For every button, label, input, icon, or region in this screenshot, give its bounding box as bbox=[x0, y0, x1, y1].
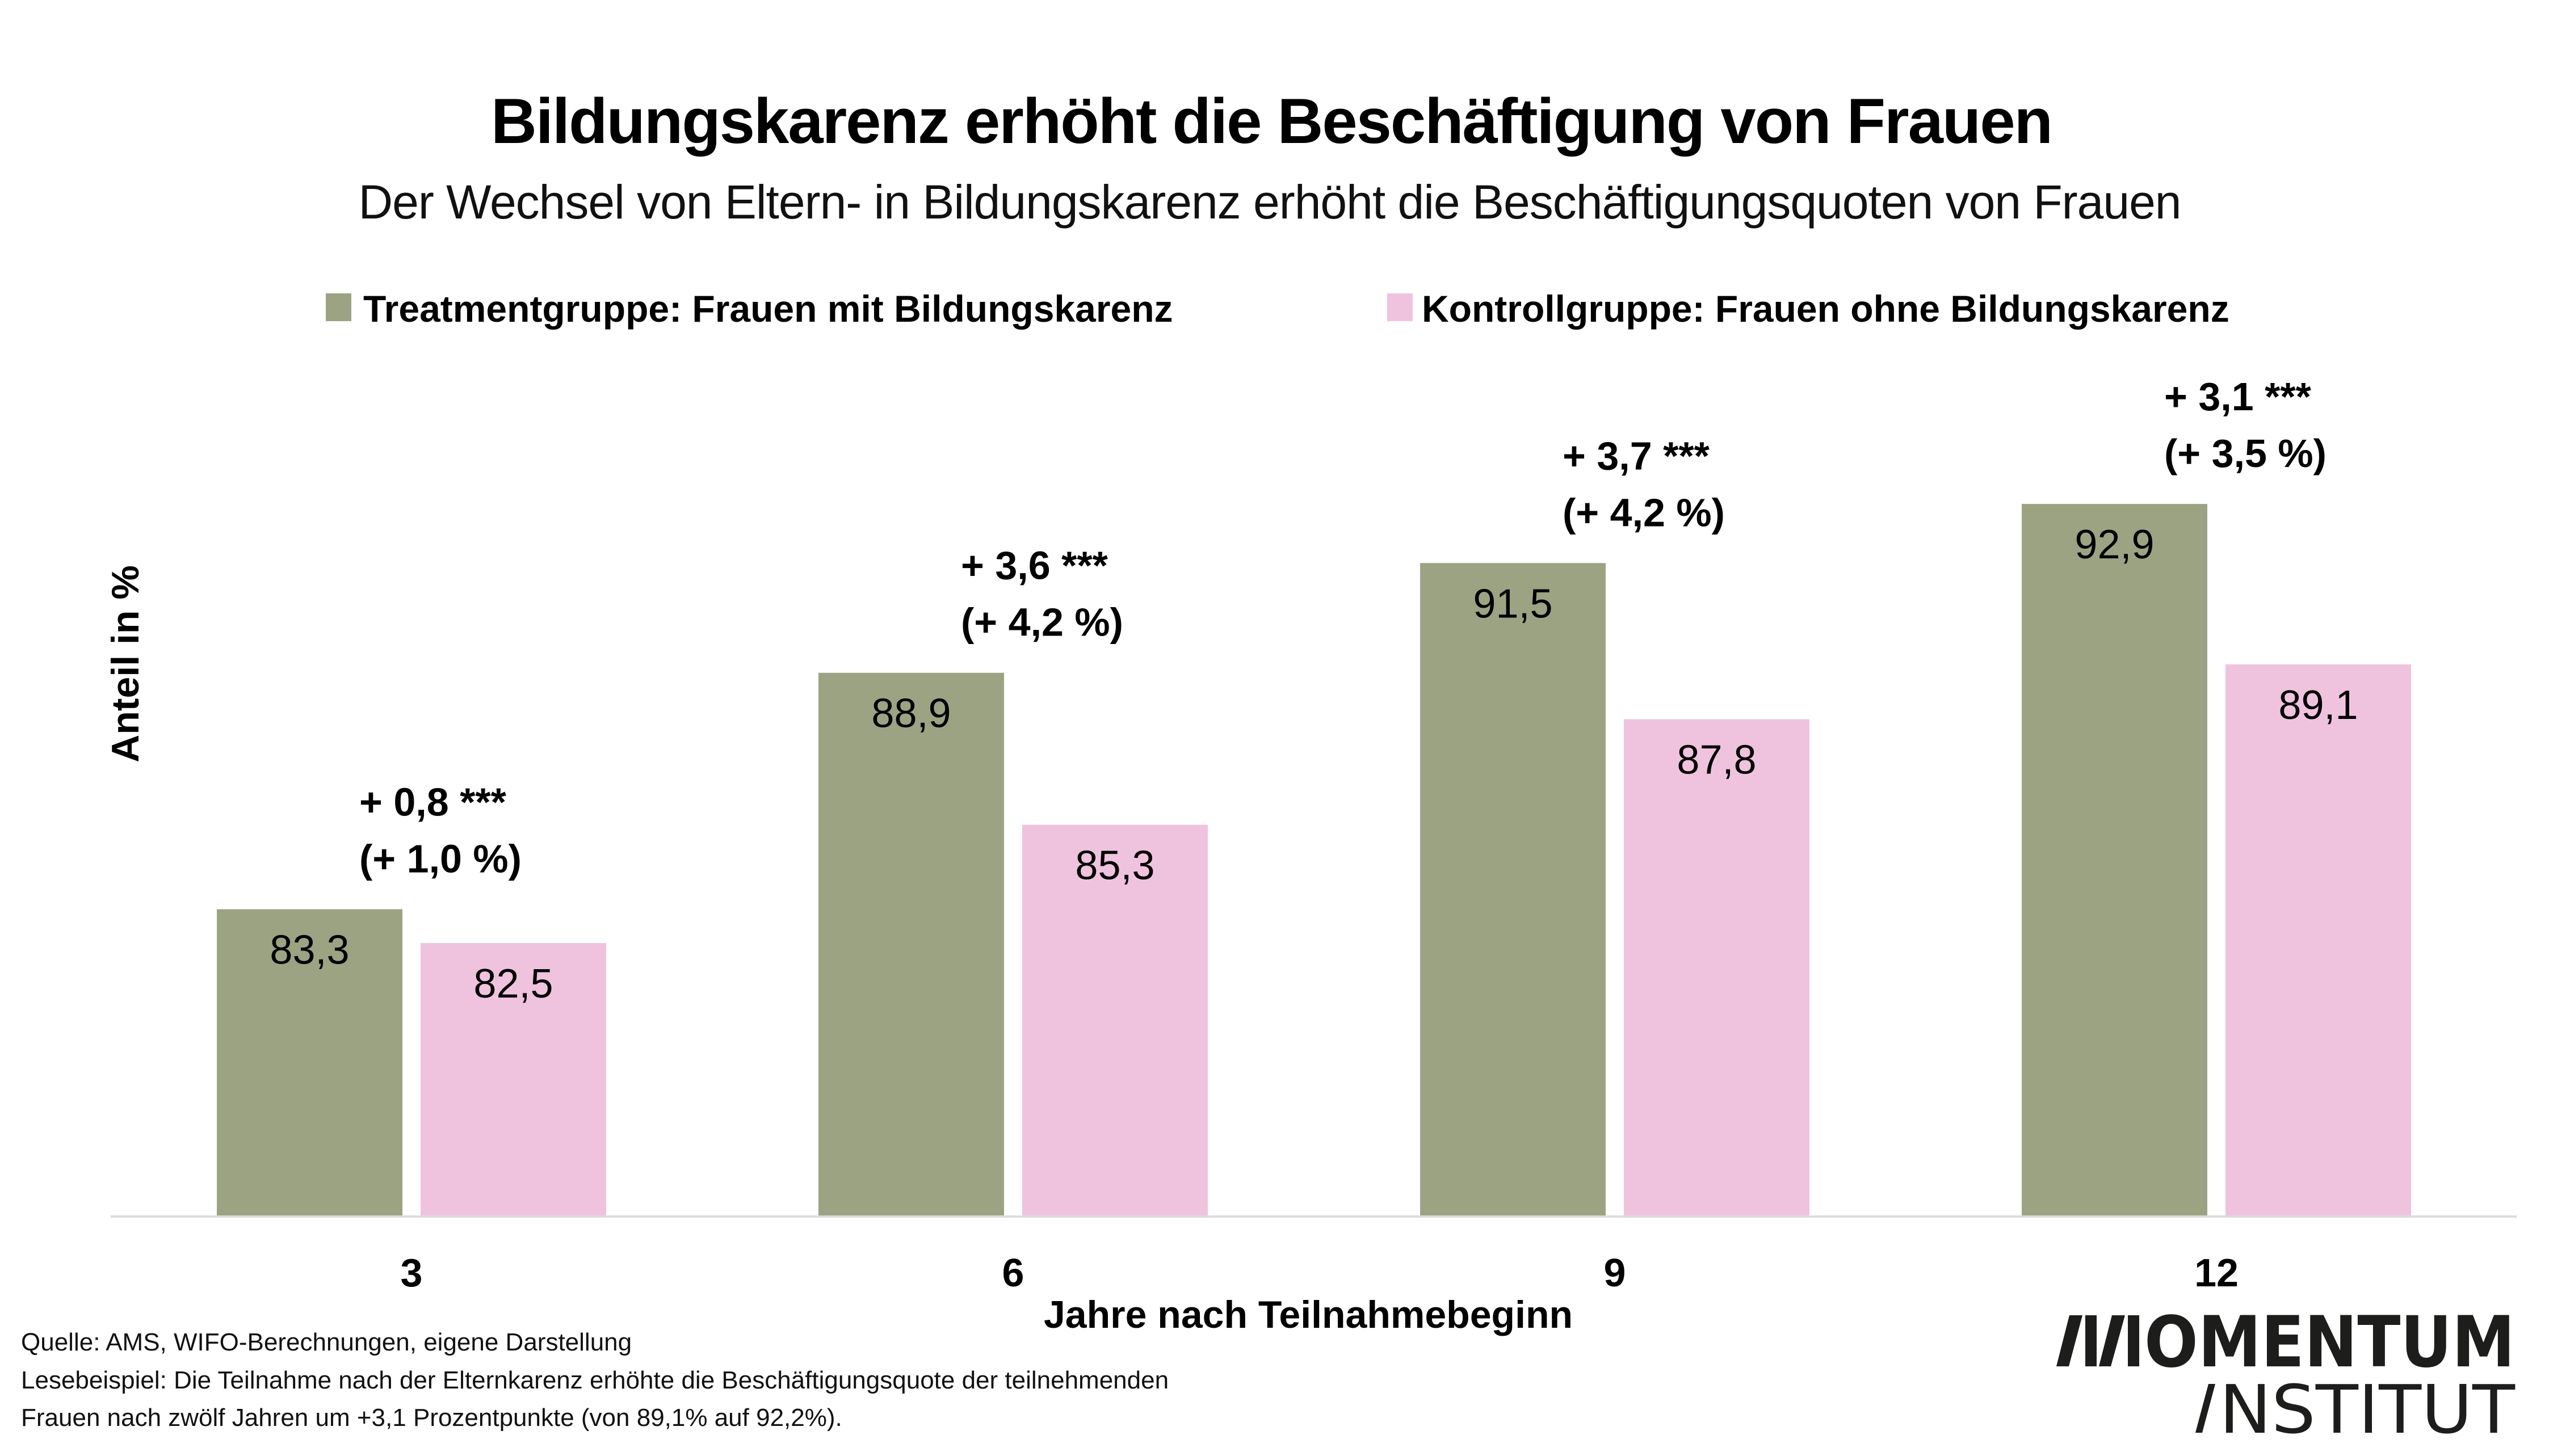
logo-text-line-1: OMENTUM bbox=[2144, 1302, 2515, 1383]
bar-control-12 bbox=[2225, 664, 2411, 1217]
bar-label-treatment-3: 83,3 bbox=[270, 927, 349, 973]
annotation-relative-12: (+ 3,5 %) bbox=[2164, 431, 2327, 475]
bar-label-control-12: 89,1 bbox=[2278, 683, 2358, 728]
x-tick-label-3: 3 bbox=[401, 1251, 423, 1295]
annotation-relative-6: (+ 4,2 %) bbox=[961, 600, 1123, 645]
legend-item-treatment: Treatmentgruppe: Frauen mit Bildungskare… bbox=[326, 288, 1173, 330]
x-tick-label-9: 9 bbox=[1604, 1251, 1626, 1295]
logo-bar-2 bbox=[2128, 1315, 2139, 1366]
logo-bar-1 bbox=[2085, 1315, 2097, 1366]
logo-text-line-2: NSTITUT bbox=[2219, 1370, 2516, 1449]
logo-slash-2 bbox=[2099, 1315, 2125, 1366]
legend-item-control: Kontrollgruppe: Frauen ohne Bildungskare… bbox=[1387, 288, 2229, 330]
bar-treatment-6 bbox=[818, 672, 1004, 1217]
legend-swatch-treatment bbox=[326, 293, 351, 321]
plot-area: 83,3 82,5 3 + 0,8 *** (+ 1,0 %) 88,9 85,3 6 + 3,… bbox=[217, 374, 2411, 1295]
bar-label-treatment-6: 88,9 bbox=[871, 691, 951, 737]
annotation-difference-12: + 3,1 *** bbox=[2164, 374, 2312, 419]
bar-label-treatment-12: 92,9 bbox=[2075, 522, 2154, 567]
bar-label-control-3: 82,5 bbox=[473, 961, 553, 1007]
annotation-difference-6: + 3,6 *** bbox=[961, 544, 1108, 588]
bar-control-6 bbox=[1022, 824, 1208, 1217]
bar-treatment-9 bbox=[1420, 563, 1606, 1217]
logo-slash-3 bbox=[2195, 1384, 2215, 1433]
legend-label-control: Kontrollgruppe: Frauen ohne Bildungskare… bbox=[1422, 288, 2229, 330]
legend-swatch-control bbox=[1387, 293, 1413, 321]
chart-title: Bildungskarenz erhöht die Beschäftigung … bbox=[491, 86, 2052, 157]
x-tick-label-12: 12 bbox=[2194, 1251, 2239, 1295]
legend: Treatmentgruppe: Frauen mit Bildungskare… bbox=[326, 288, 2229, 330]
reading-example-line-1: Lesebeispiel: Die Teilnahme nach der Elt… bbox=[21, 1366, 1169, 1394]
bar-label-control-9: 87,8 bbox=[1677, 738, 1756, 783]
bar-control-9 bbox=[1624, 719, 1809, 1217]
bar-label-treatment-9: 91,5 bbox=[1473, 581, 1552, 626]
bar-treatment-3 bbox=[217, 909, 402, 1217]
bar-label-control-6: 85,3 bbox=[1075, 843, 1154, 889]
bar-control-3 bbox=[421, 942, 606, 1217]
x-tick-label-6: 6 bbox=[1002, 1251, 1024, 1295]
annotation-relative-9: (+ 4,2 %) bbox=[1563, 490, 1725, 535]
annotation-difference-3: + 0,8 *** bbox=[359, 780, 507, 824]
reading-example-line-2: Frauen nach zwölf Jahren um +3,1 Prozent… bbox=[21, 1404, 842, 1432]
bar-treatment-12 bbox=[2022, 504, 2207, 1217]
x-axis-title: Jahre nach Teilnahmebeginn bbox=[1044, 1293, 1573, 1336]
footer-notes: Quelle: AMS, WIFO-Berechnungen, eigene D… bbox=[21, 1328, 1169, 1432]
source-note: Quelle: AMS, WIFO-Berechnungen, eigene D… bbox=[21, 1328, 632, 1356]
chart-subtitle: Der Wechsel von Eltern- in Bildungskaren… bbox=[358, 175, 2181, 229]
annotation-difference-9: + 3,7 *** bbox=[1563, 434, 1710, 478]
x-axis-baseline bbox=[111, 1215, 2517, 1218]
legend-label-treatment: Treatmentgruppe: Frauen mit Bildungskare… bbox=[363, 288, 1173, 330]
logo-slash-1 bbox=[2056, 1315, 2082, 1366]
annotation-relative-3: (+ 1,0 %) bbox=[359, 836, 522, 881]
momentum-institut-logo: OMENTUM NSTITUT bbox=[2056, 1302, 2516, 1449]
y-axis-title: Anteil in % bbox=[104, 565, 147, 763]
